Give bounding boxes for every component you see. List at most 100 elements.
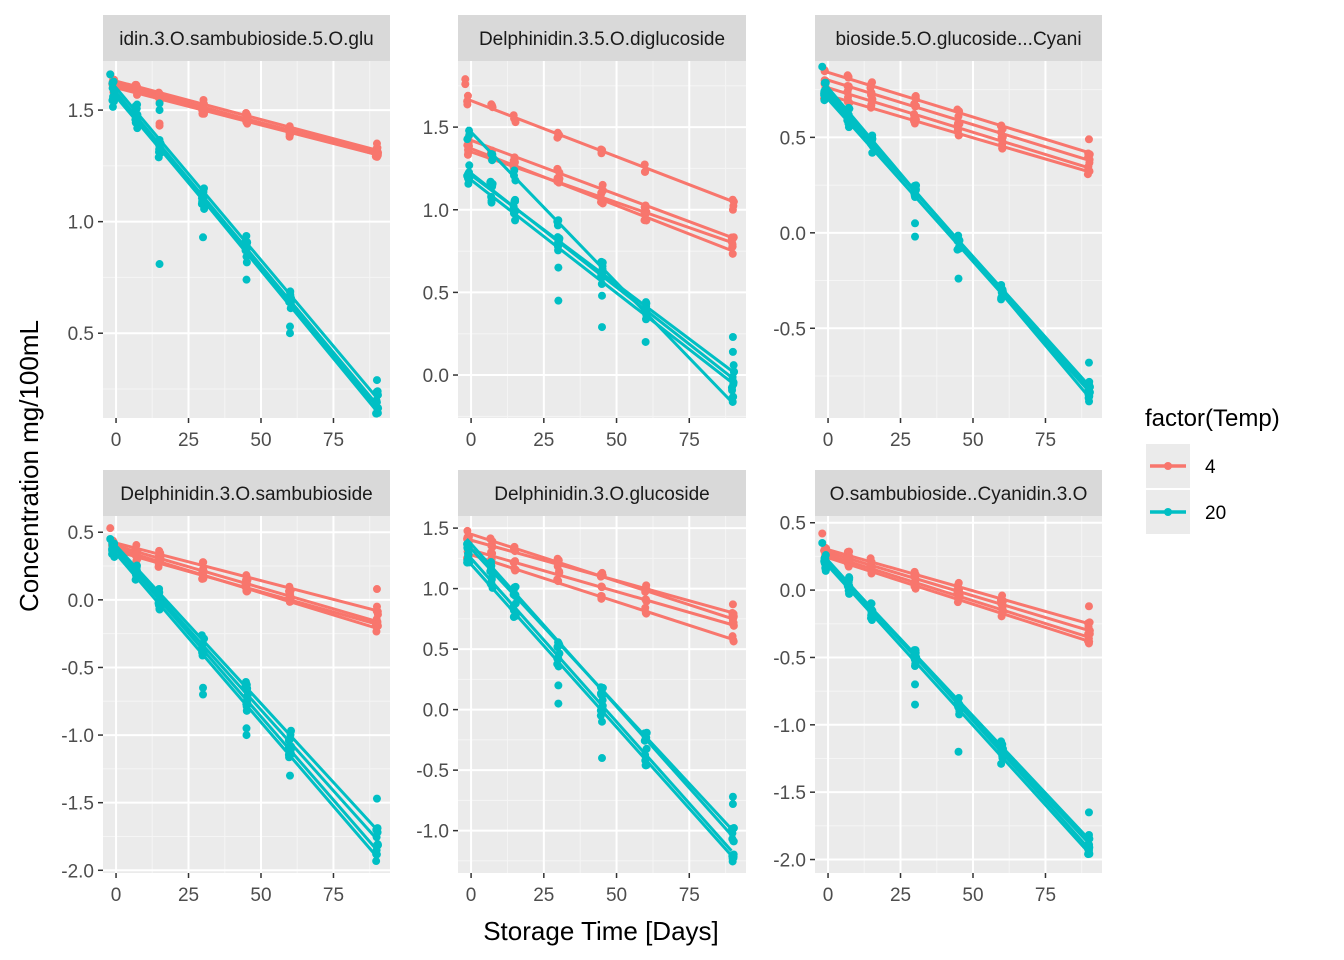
y-tick-label: 0.0 [68, 591, 94, 612]
data-point-temp-4 [729, 637, 738, 646]
x-tick-label: 50 [962, 885, 983, 906]
fit-line-temp-4 [466, 537, 732, 614]
data-point-temp-20 [372, 794, 381, 803]
fit-line-temp-4 [823, 549, 1088, 632]
data-point-temp-20 [242, 231, 251, 240]
data-point-temp-4 [373, 621, 382, 630]
data-point-temp-20 [511, 195, 520, 204]
data-point-temp-20 [488, 156, 497, 165]
fit-line-temp-20 [822, 89, 1089, 385]
data-point-temp-20 [372, 376, 381, 385]
data-point-temp-20 [199, 233, 208, 242]
x-tick-label: 0 [823, 430, 834, 451]
data-point-temp-20 [598, 323, 606, 332]
x-tick-label: 75 [323, 885, 344, 906]
panel-4: Delphinidin.3.O.sambubioside -2.0 -1.5 -1.0… [61, 470, 390, 906]
fit-line-temp-20 [465, 558, 733, 857]
x-tick-label: 0 [823, 885, 834, 906]
y-tick-label: -0.5 [416, 761, 449, 782]
data-point-temp-20 [554, 681, 563, 690]
data-point-temp-20 [373, 387, 382, 396]
data-point-temp-20 [728, 829, 737, 838]
y-tick-label: 0.5 [780, 514, 806, 535]
data-point-temp-20 [728, 333, 737, 342]
x-tick-label: 25 [533, 885, 554, 906]
x-tick-label: 50 [606, 885, 627, 906]
legend-label-20: 20 [1205, 503, 1226, 524]
data-point-temp-4 [461, 75, 470, 84]
facet-strip [103, 15, 390, 61]
data-point-temp-20 [554, 699, 563, 708]
y-tick-label: 0.5 [68, 324, 94, 345]
data-point-temp-20 [199, 690, 208, 699]
data-point-temp-20 [911, 700, 920, 709]
facet-strip-label: idin.3.O.sambubioside.5.O.glu [119, 29, 374, 50]
data-point-temp-4 [1084, 602, 1093, 611]
data-point-temp-20 [106, 70, 115, 79]
fit-line-temp-4 [466, 137, 732, 239]
data-point-temp-20 [285, 329, 294, 338]
data-point-temp-20 [728, 834, 737, 843]
x-tick-label: 25 [178, 430, 199, 451]
x-tick-label: 0 [111, 430, 122, 451]
data-point-temp-20 [154, 153, 163, 162]
y-tick-label: 1.5 [423, 118, 449, 139]
data-point-temp-20 [911, 219, 920, 228]
data-point-temp-20 [598, 717, 606, 726]
facet-strip-label: bioside.5.O.glucoside...Cyani [835, 29, 1081, 50]
y-tick-label: -1.5 [773, 783, 806, 804]
facet-strip-label: Delphinidin.3.O.sambubioside [120, 484, 372, 505]
x-axis-title: Storage Time [Days] [483, 916, 719, 946]
data-point-temp-20 [108, 543, 117, 552]
data-point-temp-20 [597, 270, 606, 279]
y-tick-label: 0.5 [423, 283, 449, 304]
fit-line-temp-20 [110, 88, 377, 411]
y-tick-label: -0.5 [773, 319, 806, 340]
facet-strip-label: Delphinidin.3.5.O.diglucoside [479, 29, 725, 50]
data-point-temp-4 [510, 158, 519, 167]
facet-strip [815, 470, 1102, 516]
data-point-temp-20 [372, 857, 381, 866]
fit-line-temp-4 [466, 551, 732, 641]
data-point-temp-20 [155, 106, 164, 115]
data-point-temp-4 [372, 139, 381, 148]
data-point-temp-20 [728, 372, 737, 381]
data-point-temp-20 [729, 850, 738, 859]
y-tick-label: -1.0 [61, 726, 94, 747]
data-point-temp-4 [728, 612, 737, 621]
panel-data [106, 70, 383, 418]
data-point-temp-20 [199, 188, 208, 197]
fit-line-temp-20 [110, 540, 377, 830]
fit-line-temp-20 [110, 542, 377, 839]
data-point-temp-20 [1084, 383, 1093, 392]
panel-data [818, 62, 1094, 406]
data-point-temp-20 [108, 102, 117, 111]
data-point-temp-20 [372, 398, 381, 407]
data-point-temp-20 [954, 747, 963, 756]
panels-layer: idin.3.O.sambubioside.5.O.glu 0.5 1.0 1.5 0 2… [61, 15, 1102, 906]
data-point-temp-4 [511, 118, 520, 127]
data-point-temp-4 [372, 585, 381, 594]
panel-data [461, 75, 739, 406]
fit-line-temp-4 [466, 97, 732, 203]
y-tick-label: 0.0 [780, 581, 806, 602]
x-tick-label: 50 [250, 430, 271, 451]
data-point-temp-20 [729, 392, 738, 401]
x-tick-label: 50 [250, 885, 271, 906]
data-point-temp-20 [285, 771, 294, 780]
fit-line-temp-4 [111, 540, 376, 612]
legend-title: factor(Temp) [1145, 405, 1280, 432]
data-point-temp-20 [375, 417, 379, 418]
fit-line-temp-4 [466, 547, 732, 626]
data-point-temp-20 [728, 386, 737, 395]
fit-line-temp-20 [465, 175, 733, 384]
data-point-temp-20 [641, 298, 650, 307]
y-tick-label: -1.5 [61, 794, 94, 815]
data-point-temp-20 [729, 361, 738, 370]
facet-strip [458, 470, 746, 516]
y-tick-label: 1.0 [68, 213, 94, 234]
data-point-temp-20 [465, 161, 474, 170]
y-tick-label: 0.0 [423, 366, 449, 387]
data-point-temp-20 [242, 731, 251, 740]
